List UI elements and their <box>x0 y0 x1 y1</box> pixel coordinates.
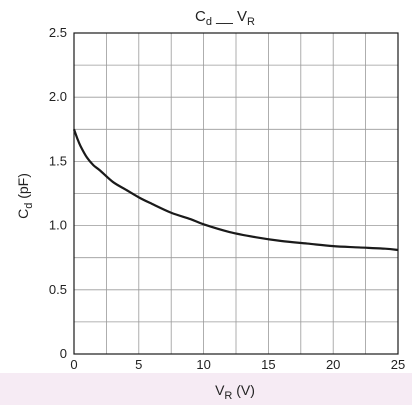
plot-frame <box>73 32 399 355</box>
x-tick-label: 5 <box>135 357 142 372</box>
x-axis-label-area: VR (V) <box>215 382 255 402</box>
x-axis-tick-labels: 0 5 10 15 20 25 <box>70 357 405 372</box>
x-tick-label: 20 <box>326 357 340 372</box>
x-axis-label: VR (V) <box>215 382 255 402</box>
x-tick-label: 0 <box>70 357 77 372</box>
x-tick-label: 15 <box>261 357 275 372</box>
x-tick-label: 10 <box>196 357 210 372</box>
y-tick-label: 2.0 <box>49 89 67 104</box>
y-tick-label: 1.5 <box>49 153 67 168</box>
x-axis-label-band: VR (V) <box>0 373 412 405</box>
y-tick-label: 1.0 <box>49 218 67 233</box>
chart-title: Cd __ VR <box>195 8 255 28</box>
y-axis-tick-labels: 0 0.5 1.0 1.5 2.0 2.5 <box>49 25 67 361</box>
y-tick-label: 0.5 <box>49 282 67 297</box>
y-tick-label: 0 <box>60 346 67 361</box>
grid-lines <box>74 33 398 354</box>
y-axis-label: Cd (pF) <box>15 173 35 219</box>
x-tick-label: 25 <box>391 357 405 372</box>
y-tick-label: 2.5 <box>49 25 67 40</box>
series-line-cd <box>72 128 399 252</box>
